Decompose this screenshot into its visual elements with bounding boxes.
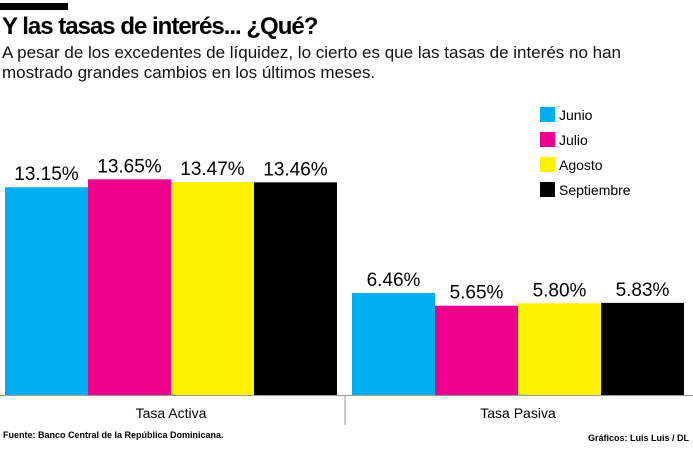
chart-title: Y las tasas de interés... ¿Qué? [2,13,318,40]
chart-subtitle: A pesar de los excedentes de líquidez, l… [2,43,622,82]
legend-swatch [540,157,555,172]
legend-label: Julio [559,132,588,148]
bar [435,305,518,395]
legend-swatch [540,132,555,147]
legend-swatch [540,107,555,122]
category-label: Tasa Activa [136,405,207,421]
legend-label: Septiembre [559,182,631,198]
bar [171,182,254,395]
bar [352,292,435,395]
data-label: 13.46% [263,159,328,180]
bar [254,182,337,395]
credit-note: Gráficos: Luis Luis / DL [587,433,689,443]
data-label: 6.46% [367,270,421,291]
data-label: 13.65% [97,156,162,177]
bar [518,303,601,395]
legend-label: Agosto [559,157,603,173]
bar [88,179,171,395]
bar [5,187,88,395]
data-label: 13.15% [14,164,79,185]
category-label: Tasa Pasiva [480,405,556,421]
data-label: 13.47% [180,159,245,180]
legend-swatch [540,182,555,197]
data-label: 5.80% [533,280,587,301]
legend-label: Junio [559,107,593,123]
source-note: Fuente: Banco Central de la República Do… [3,430,224,440]
data-label: 5.65% [450,283,504,304]
data-label: 5.83% [616,280,670,301]
bar [601,302,684,395]
title-accent-bar [0,3,68,10]
